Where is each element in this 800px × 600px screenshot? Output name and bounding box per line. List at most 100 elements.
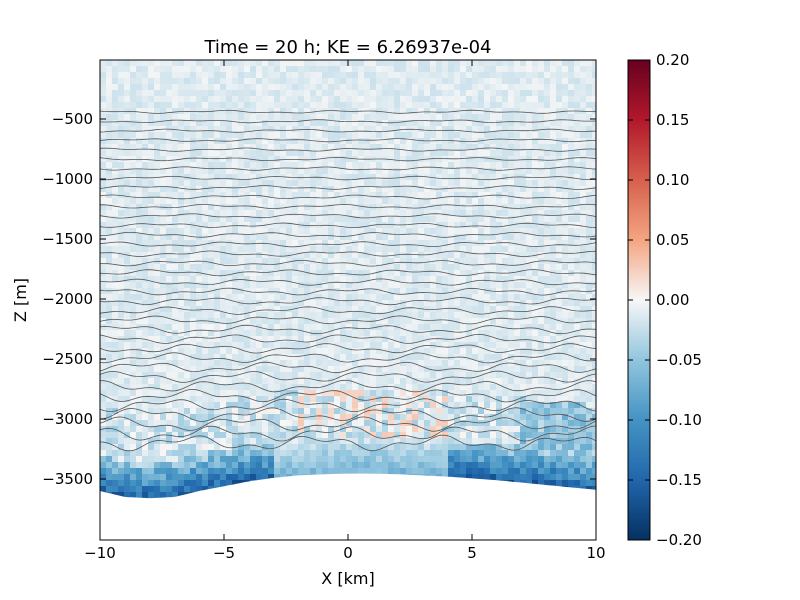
field-cell bbox=[244, 438, 251, 445]
field-cell bbox=[280, 72, 287, 79]
field-cell bbox=[142, 306, 149, 313]
field-cell bbox=[364, 348, 371, 355]
field-cell bbox=[226, 294, 233, 301]
field-cell bbox=[364, 222, 371, 229]
field-cell bbox=[280, 288, 287, 295]
field-cell bbox=[436, 168, 443, 175]
field-cell bbox=[154, 474, 161, 481]
field-cell bbox=[268, 72, 275, 79]
field-cell bbox=[274, 438, 281, 445]
field-cell bbox=[490, 426, 497, 433]
field-cell bbox=[226, 348, 233, 355]
field-cell bbox=[148, 60, 155, 67]
field-cell bbox=[202, 72, 209, 79]
field-cell bbox=[184, 354, 191, 361]
field-cell bbox=[442, 102, 449, 109]
field-cell bbox=[112, 102, 119, 109]
field-cell bbox=[160, 444, 167, 451]
field-cell bbox=[364, 360, 371, 367]
field-cell bbox=[388, 210, 395, 217]
field-cell bbox=[412, 330, 419, 337]
field-cell bbox=[142, 354, 149, 361]
field-cell bbox=[394, 450, 401, 457]
field-cell bbox=[208, 210, 215, 217]
field-cell bbox=[382, 60, 389, 67]
field-cell bbox=[412, 258, 419, 265]
field-cell bbox=[130, 378, 137, 385]
field-cell bbox=[202, 228, 209, 235]
field-cell bbox=[172, 360, 179, 367]
field-cell bbox=[466, 84, 473, 91]
field-cell bbox=[436, 150, 443, 157]
field-cell bbox=[400, 270, 407, 277]
field-cell bbox=[472, 342, 479, 349]
field-cell bbox=[232, 138, 239, 145]
field-cell bbox=[316, 270, 323, 277]
field-cell bbox=[406, 66, 413, 73]
field-cell bbox=[472, 60, 479, 67]
field-cell bbox=[190, 204, 197, 211]
field-cell bbox=[322, 330, 329, 337]
field-cell bbox=[334, 324, 341, 331]
field-cell bbox=[472, 72, 479, 79]
field-cell bbox=[184, 222, 191, 229]
field-cell bbox=[430, 198, 437, 205]
field-cell bbox=[232, 288, 239, 295]
field-cell bbox=[322, 186, 329, 193]
field-cell bbox=[472, 318, 479, 325]
field-cell bbox=[520, 264, 527, 271]
field-cell bbox=[130, 294, 137, 301]
field-cell bbox=[112, 216, 119, 223]
field-cell bbox=[478, 66, 485, 73]
field-cell bbox=[178, 354, 185, 361]
field-cell bbox=[352, 162, 359, 169]
field-cell bbox=[442, 174, 449, 181]
field-cell bbox=[478, 390, 485, 397]
field-cell bbox=[106, 186, 113, 193]
field-cell bbox=[148, 306, 155, 313]
field-cell bbox=[112, 72, 119, 79]
field-cell bbox=[514, 444, 521, 451]
field-cell bbox=[424, 270, 431, 277]
field-cell bbox=[406, 324, 413, 331]
field-cell bbox=[412, 354, 419, 361]
field-cell bbox=[418, 180, 425, 187]
field-cell bbox=[376, 198, 383, 205]
field-cell bbox=[328, 354, 335, 361]
field-cell bbox=[514, 240, 521, 247]
field-cell bbox=[280, 294, 287, 301]
field-cell bbox=[382, 282, 389, 289]
field-cell bbox=[166, 132, 173, 139]
field-cell bbox=[166, 306, 173, 313]
field-cell bbox=[124, 312, 131, 319]
field-cell bbox=[334, 432, 341, 439]
field-cell bbox=[514, 378, 521, 385]
field-cell bbox=[160, 468, 167, 475]
field-cell bbox=[430, 336, 437, 343]
field-cell bbox=[112, 378, 119, 385]
field-cell bbox=[118, 138, 125, 145]
field-cell bbox=[214, 132, 221, 139]
field-cell bbox=[334, 132, 341, 139]
field-cell bbox=[172, 426, 179, 433]
field-cell bbox=[364, 312, 371, 319]
field-cell bbox=[490, 222, 497, 229]
field-cell bbox=[298, 366, 305, 373]
field-cell bbox=[514, 192, 521, 199]
field-cell bbox=[418, 114, 425, 121]
field-cell bbox=[142, 150, 149, 157]
field-cell bbox=[100, 228, 107, 235]
field-cell bbox=[472, 108, 479, 115]
field-cell bbox=[202, 90, 209, 97]
field-cell bbox=[352, 276, 359, 283]
field-cell bbox=[490, 204, 497, 211]
field-cell bbox=[130, 366, 137, 373]
field-cell bbox=[502, 90, 509, 97]
field-cell bbox=[436, 78, 443, 85]
field-cell bbox=[340, 462, 347, 469]
field-cell bbox=[280, 282, 287, 289]
field-cell bbox=[502, 372, 509, 379]
field-cell bbox=[322, 294, 329, 301]
field-cell bbox=[352, 288, 359, 295]
field-cell bbox=[466, 420, 473, 427]
